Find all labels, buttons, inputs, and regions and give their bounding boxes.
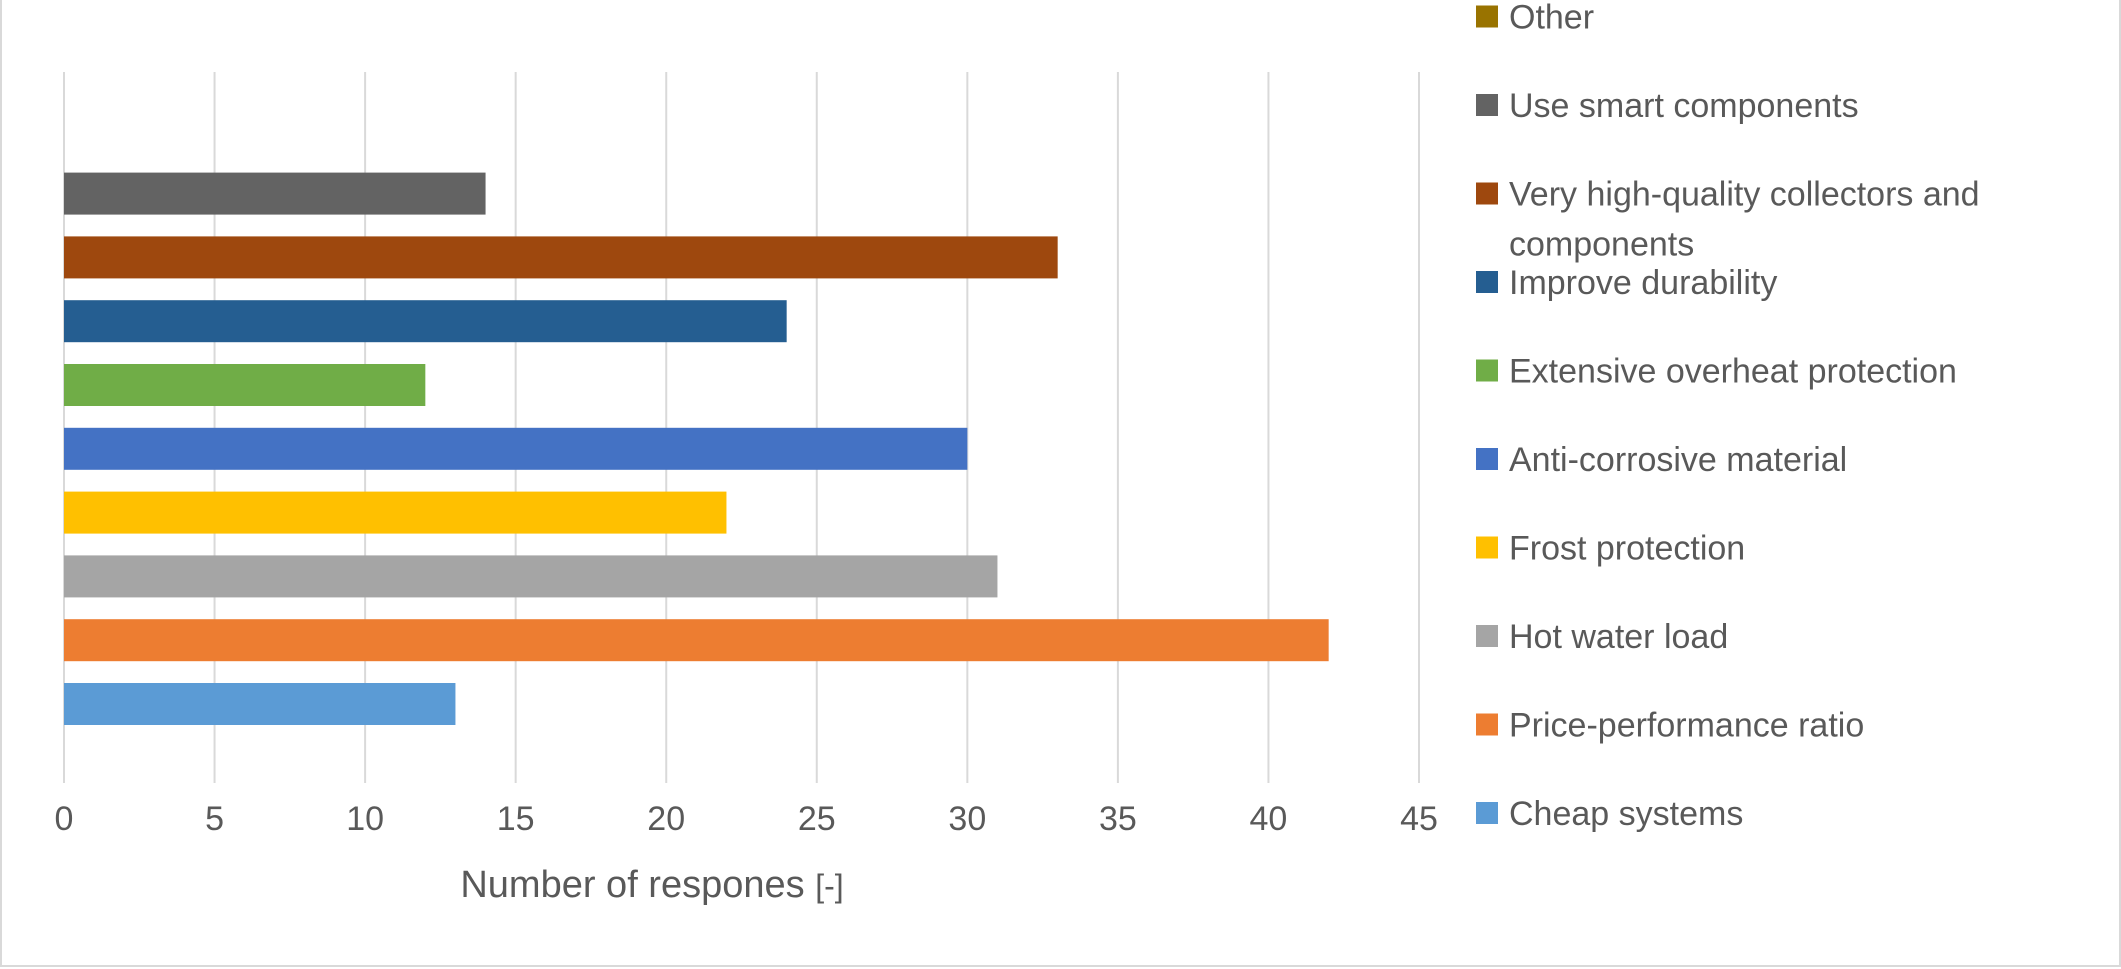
bar-hot-water-load xyxy=(64,555,998,598)
legend-item-extensive-overheat-protection: Extensive overheat protection xyxy=(1476,353,1957,391)
x-axis-ticks: 0 5 10 15 20 25 30 35 40 45 xyxy=(55,800,1438,838)
legend: Cheap systems Price-performance ratio Hot … xyxy=(1476,0,1980,833)
x-tick-label: 0 xyxy=(55,800,74,838)
x-tick-label: 35 xyxy=(1099,800,1137,838)
bar-improve-durability xyxy=(64,300,787,343)
legend-item-anti-corrosive-material: Anti-corrosive material xyxy=(1476,441,1847,479)
legend-item-price-performance-ratio: Price-performance ratio xyxy=(1476,707,1864,745)
legend-item-improve-durability: Improve durability xyxy=(1476,264,1777,302)
bar-frost-protection xyxy=(64,491,727,534)
x-axis-title: Number of respones [-] xyxy=(460,864,843,906)
bar-anti-corrosive-material xyxy=(64,427,968,470)
x-tick-label: 10 xyxy=(346,800,384,838)
bar-cheap-systems xyxy=(64,683,456,725)
x-axis-unit: [-] xyxy=(815,868,843,904)
legend-label: Other xyxy=(1509,0,1594,37)
legend-label: Extensive overheat protection xyxy=(1509,353,1957,391)
legend-label: Price-performance ratio xyxy=(1509,707,1864,745)
legend-item-frost-protection: Frost protection xyxy=(1476,530,1745,568)
legend-label: Use smart components xyxy=(1509,87,1859,125)
legend-swatch xyxy=(1476,802,1498,824)
legend-swatch xyxy=(1476,625,1498,647)
legend-swatch xyxy=(1476,713,1498,736)
bar-extensive-overheat-protection xyxy=(64,364,426,406)
legend-item-use-smart-components: Use smart components xyxy=(1476,87,1859,125)
x-tick-label: 40 xyxy=(1250,800,1288,838)
legend-swatch xyxy=(1476,448,1498,470)
legend-item-cheap-systems: Cheap systems xyxy=(1476,795,1743,833)
x-axis-title-text: Number of respones xyxy=(460,864,804,906)
bar-price-performance-ratio xyxy=(64,619,1329,662)
x-tick-label: 5 xyxy=(205,800,224,838)
legend-swatch xyxy=(1476,359,1498,382)
bar-use-smart-components xyxy=(64,172,486,215)
legend-label: Frost protection xyxy=(1509,530,1745,568)
legend-label: Hot water load xyxy=(1509,618,1728,656)
legend-item-hot-water-load: Hot water load xyxy=(1476,618,1728,656)
x-tick-label: 25 xyxy=(798,800,836,838)
legend-swatch xyxy=(1476,94,1498,116)
legend-item-other: Other xyxy=(1476,0,1594,37)
legend-swatch xyxy=(1476,536,1498,559)
x-tick-label: 20 xyxy=(647,800,685,838)
x-tick-label: 15 xyxy=(497,800,535,838)
x-tick-label: 30 xyxy=(948,800,986,838)
bar-very-high-quality-collectors-and-components xyxy=(64,236,1058,279)
legend-label: Anti-corrosive material xyxy=(1509,441,1847,479)
legend-label: Very high-quality collectors and componen… xyxy=(1509,176,1980,264)
x-tick-label: 45 xyxy=(1400,800,1438,838)
legend-swatch xyxy=(1476,182,1498,205)
legend-swatch xyxy=(1476,271,1498,293)
legend-item-very-high-quality-collectors-and-components: Very high-quality collectors and componen… xyxy=(1476,176,1980,264)
legend-label: Cheap systems xyxy=(1509,795,1743,833)
legend-label: Improve durability xyxy=(1509,264,1777,302)
bars xyxy=(64,172,1329,725)
legend-swatch xyxy=(1476,5,1498,28)
